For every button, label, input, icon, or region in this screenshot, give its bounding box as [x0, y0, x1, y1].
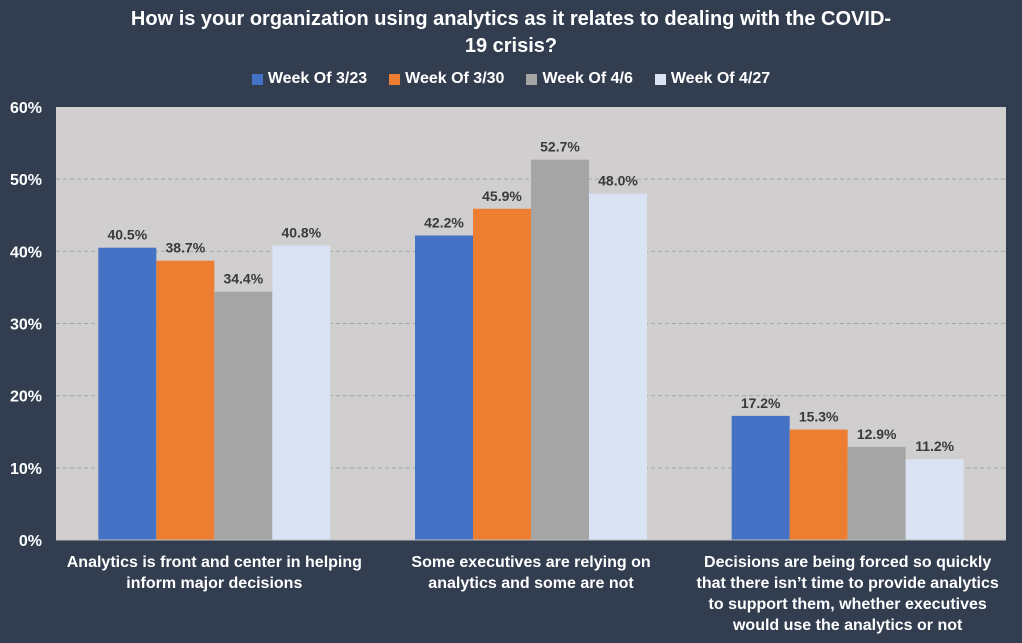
data-label: 52.7%: [540, 139, 580, 155]
bar: [731, 415, 790, 540]
bar: [98, 247, 157, 540]
bar: [415, 235, 473, 540]
bar: [214, 291, 273, 540]
category-label: Decisions are being forced so quickly tha…: [683, 552, 1013, 636]
bar: [531, 159, 589, 540]
legend-label: Week Of 3/23: [267, 70, 368, 87]
y-tick-label: 0%: [19, 533, 42, 550]
chart-title-line: 19 crisis?: [464, 35, 558, 57]
category-label-line: Some executives are relying on: [411, 554, 651, 571]
data-label: 40.5%: [107, 227, 147, 243]
legend-item: Week Of 3/23: [251, 70, 368, 88]
category-label-line: Analytics is front and center in helping: [66, 554, 362, 571]
category-label-line: analytics and some are not: [428, 575, 634, 592]
legend-item: Week Of 4/27: [654, 70, 771, 88]
category-label: Some executives are relying on analytics …: [366, 552, 696, 594]
legend-item: Week Of 3/30: [389, 70, 504, 88]
y-tick-label: 60%: [10, 100, 42, 117]
data-label: 15.3%: [799, 409, 839, 425]
y-tick-label: 20%: [10, 389, 42, 406]
bar: [847, 446, 906, 540]
bar: [589, 193, 647, 540]
legend-swatch: [389, 73, 401, 85]
y-tick-label: 50%: [10, 172, 42, 189]
y-tick-label: 30%: [10, 317, 42, 334]
category-label-line: would use the analytics or not: [732, 617, 963, 634]
bar: [905, 459, 964, 540]
legend-label: Week Of 3/30: [405, 70, 505, 87]
bar: [156, 260, 215, 540]
data-label: 38.7%: [165, 240, 205, 256]
bar: [789, 429, 848, 540]
y-tick-label: 40%: [10, 244, 42, 261]
category-label-line: inform major decisions: [126, 575, 303, 592]
data-label: 40.8%: [281, 225, 321, 241]
category-label-line: to support them, whether executives: [708, 596, 987, 613]
legend-swatch: [251, 73, 263, 85]
data-label: 17.2%: [741, 395, 781, 411]
data-label: 45.9%: [482, 188, 522, 204]
chart-legend: Week Of 3/23 Week Of 3/30 Week Of 4/6 Week …: [0, 70, 1022, 88]
data-label: 11.2%: [915, 438, 954, 454]
category-label: Analytics is front and center in helping…: [49, 552, 379, 594]
y-tick-label: 10%: [10, 461, 42, 478]
category-label-line: that there isn’t time to provide analyti…: [696, 575, 999, 592]
data-label: 48.0%: [598, 173, 638, 189]
legend-item: Week Of 4/6: [526, 70, 633, 88]
chart-title: How is your organization using analytics…: [90, 6, 932, 60]
bar: [272, 245, 331, 540]
legend-swatch: [526, 73, 538, 85]
data-label: 12.9%: [857, 426, 897, 442]
chart-title-line: How is your organization using analytics…: [130, 8, 892, 30]
category-label-line: Decisions are being forced so quickly: [704, 554, 992, 571]
data-label: 34.4%: [223, 271, 263, 287]
legend-label: Week Of 4/6: [542, 70, 633, 87]
legend-label: Week Of 4/27: [670, 70, 771, 87]
bar: [473, 208, 531, 540]
data-label: 42.2%: [424, 214, 464, 230]
legend-swatch: [654, 73, 666, 85]
